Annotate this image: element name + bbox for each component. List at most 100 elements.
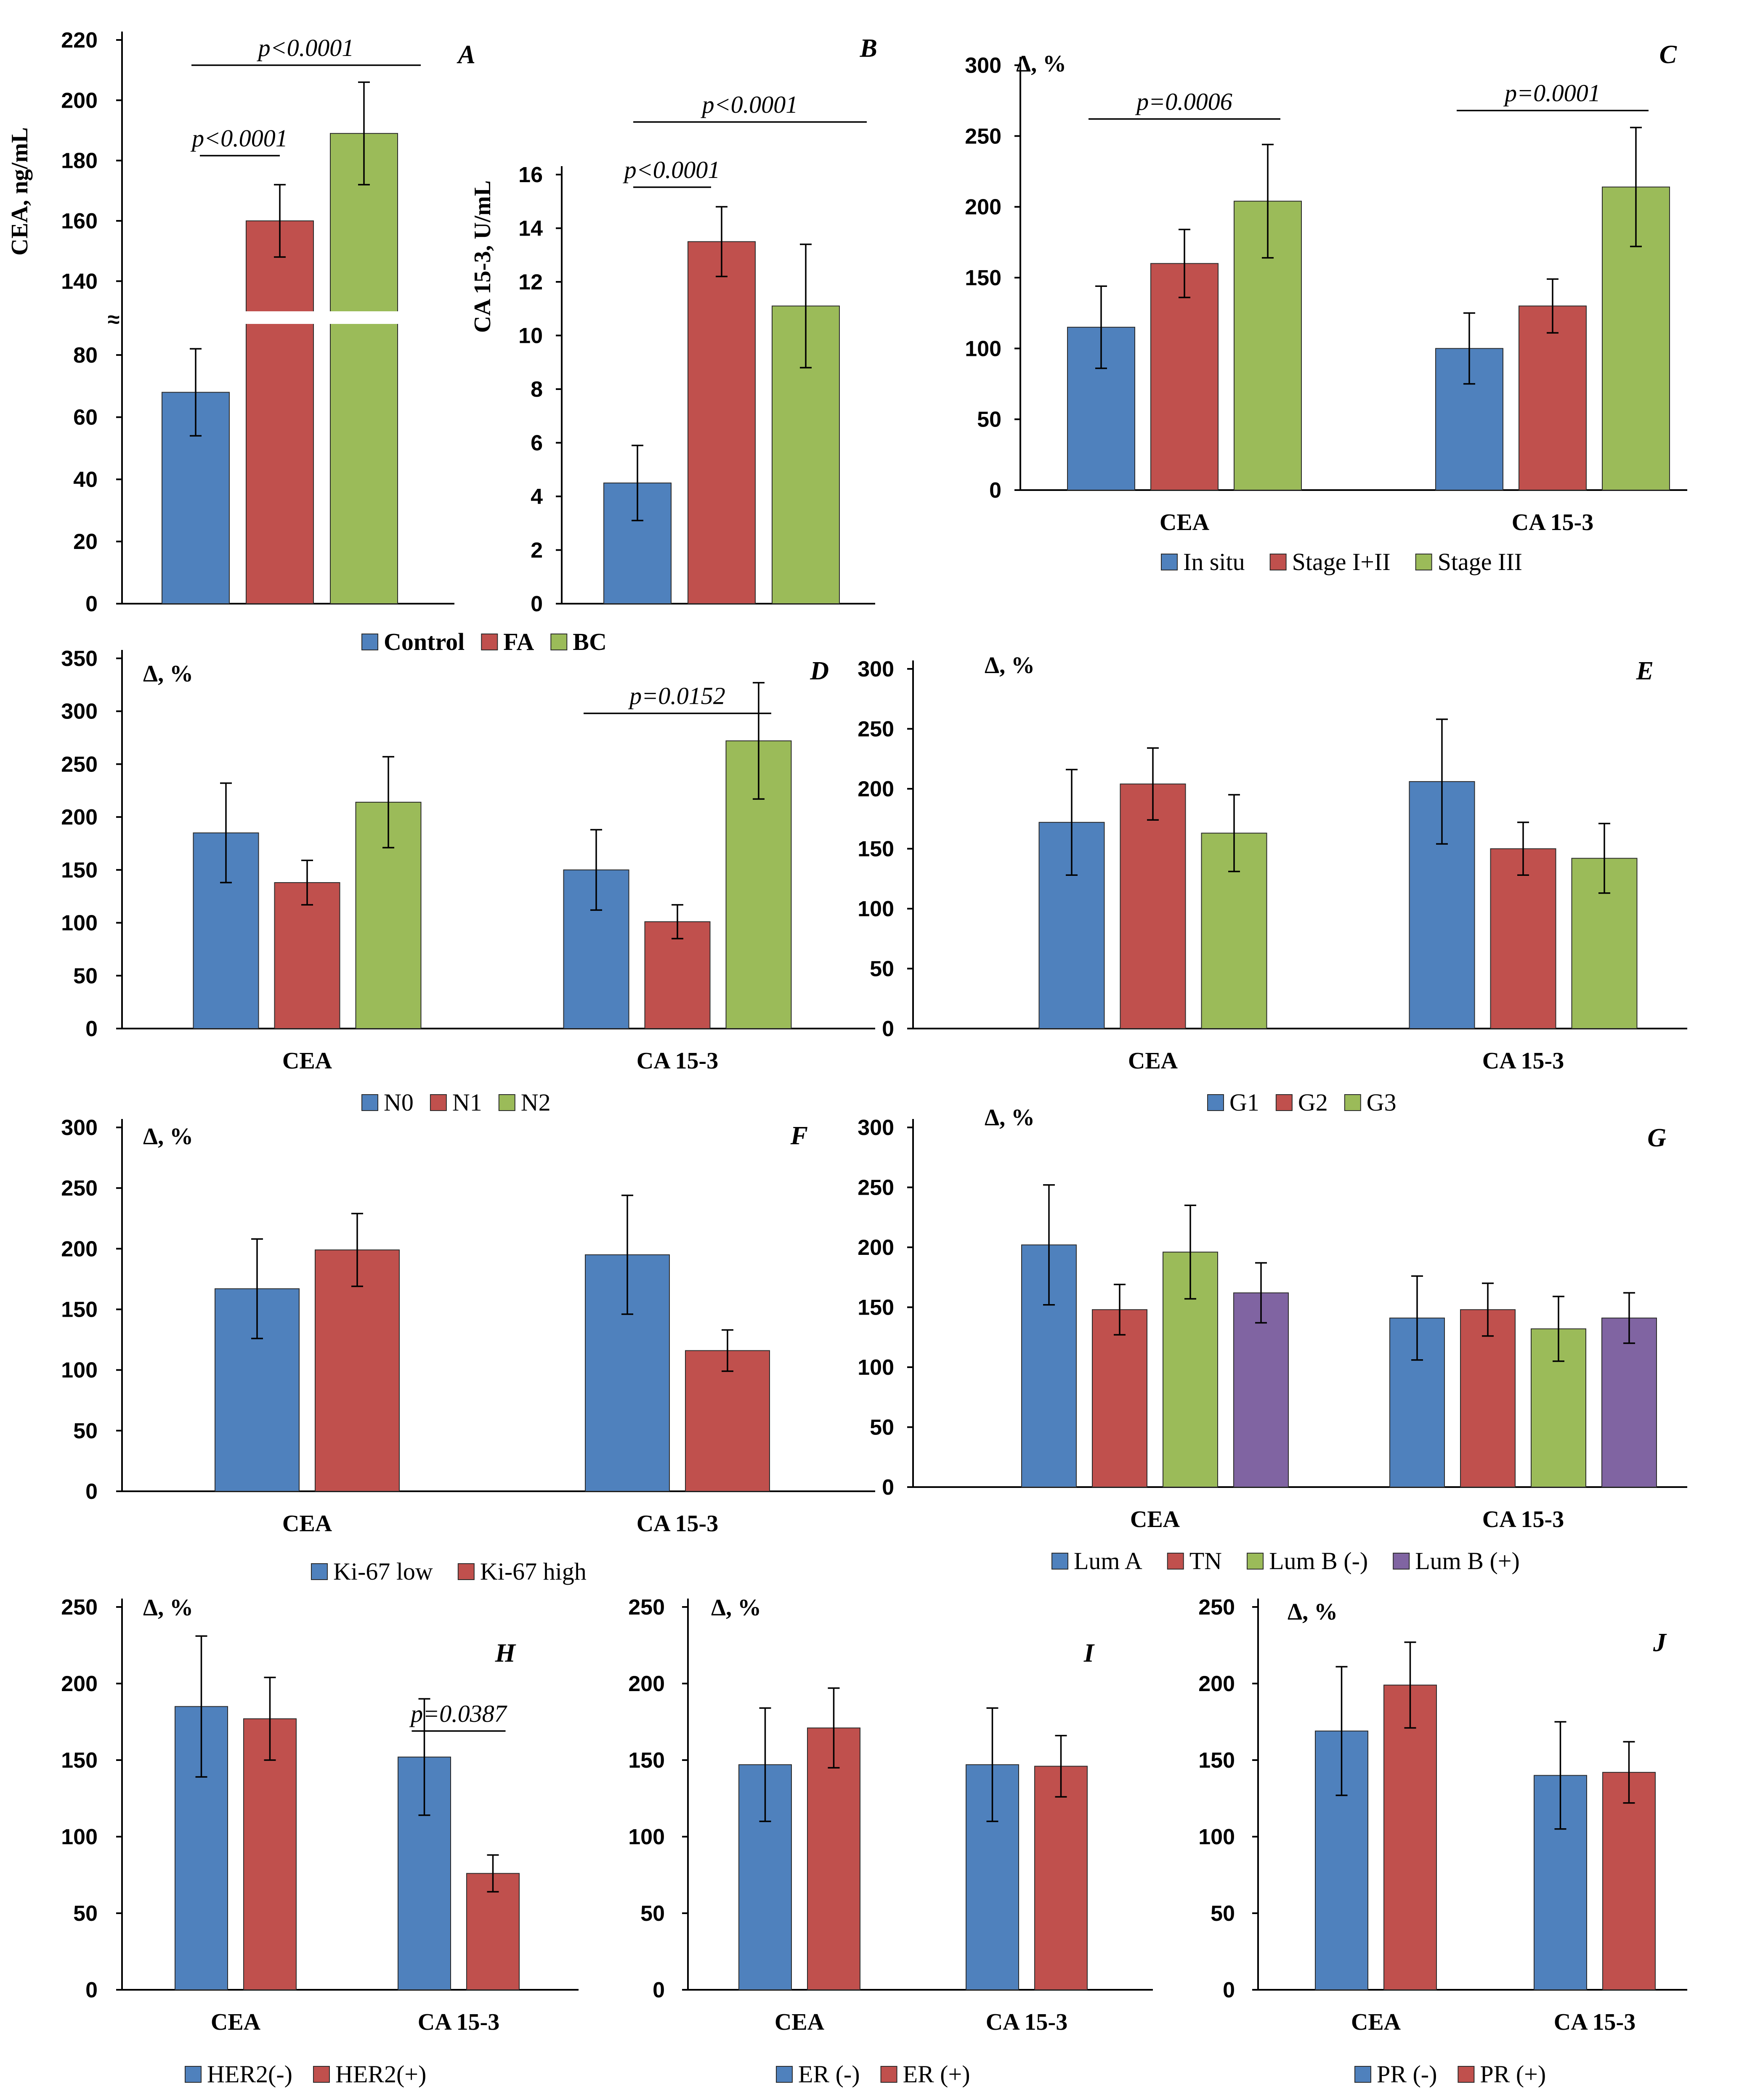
- bar-b-fa-0: [688, 241, 756, 604]
- y-tick-label: 150: [61, 1748, 98, 1773]
- legend-label-stage-iii: Stage III: [1438, 548, 1522, 575]
- panel-e: 0 50 100 150 200 250 300 Δ, % E CEA CA 15-3: [858, 652, 1687, 1074]
- panel-label: A: [457, 40, 475, 69]
- category-label: CA 15-3: [637, 1048, 718, 1074]
- legend-j: PR (-) PR (+): [1354, 2060, 1546, 2088]
- panel-label: D: [810, 657, 829, 685]
- legend-label-lum-b-: Lum B (+): [1415, 1547, 1520, 1575]
- y-tick-label: 200: [858, 777, 894, 801]
- y-tick-label: 50: [73, 1901, 98, 1926]
- legend-swatch-n0: [361, 1094, 378, 1111]
- legend-swatch-stage-i-ii: [1269, 554, 1287, 570]
- legend-label-fa: FA: [503, 628, 534, 655]
- legend-e: G1 G2 G3: [1207, 1089, 1397, 1116]
- y-tick-label: 50: [640, 1901, 665, 1926]
- bar-e-g2-1: [1490, 848, 1556, 1029]
- y-axis-label: Δ, %: [985, 1105, 1035, 1131]
- y-axis-label: Δ, %: [143, 1124, 193, 1150]
- legend-b: Control FA BC: [361, 628, 607, 655]
- y-tick-label: 180: [61, 149, 98, 173]
- legend-c: In situ Stage I+II Stage III: [1161, 548, 1522, 575]
- legend-swatch-lum-a: [1051, 1553, 1068, 1570]
- y-tick-label: 100: [858, 897, 894, 921]
- y-tick-label: 100: [61, 1358, 98, 1383]
- category-label: CEA: [1351, 2009, 1401, 2035]
- bar-j-pr--0: [1383, 1684, 1437, 1990]
- y-tick-label: 250: [858, 717, 894, 742]
- axis-break-gap: [125, 311, 441, 324]
- p-value-label: p<0.0001: [623, 156, 720, 183]
- legend-swatch-er-: [880, 2066, 897, 2083]
- panel-label: F: [790, 1122, 808, 1150]
- legend-swatch-ki-67-low: [311, 1563, 328, 1580]
- legend-label-er-: ER (-): [798, 2060, 860, 2088]
- y-tick-label: 0: [85, 592, 98, 616]
- panel-f: 0 50 100 150 200 250 300 Δ, % F CEA CA 15-3: [61, 1116, 875, 1537]
- y-tick-label: 100: [858, 1355, 894, 1380]
- panel-d: 0 50 100 150 200 250 300 350 Δ, % D CEA CA 15-3 p=0.…: [61, 647, 875, 1074]
- y-tick-label: 80: [73, 343, 98, 368]
- y-tick-label: 60: [73, 406, 98, 430]
- panel-h: 0 50 100 150 200 250 Δ, % H CEA CA 15-3 p=0.0387: [61, 1595, 579, 2035]
- category-label: CEA: [775, 2009, 825, 2035]
- legend-swatch-pr-: [1354, 2066, 1371, 2083]
- legend-label-her2-: HER2(-): [207, 2060, 292, 2088]
- y-tick-label: 250: [965, 124, 1001, 148]
- p-value-label: p=0.0152: [628, 682, 725, 710]
- y-tick-label: 8: [531, 377, 543, 402]
- y-tick-label: 300: [61, 700, 98, 724]
- bar-a-fa-0: [246, 220, 314, 604]
- y-tick-label: 14: [518, 217, 543, 241]
- y-tick-label: 0: [882, 1017, 894, 1041]
- legend-label-pr-: PR (+): [1480, 2060, 1546, 2088]
- category-label: CA 15-3: [418, 2009, 499, 2035]
- y-tick-label: 4: [531, 485, 543, 509]
- panel-label: J: [1653, 1628, 1667, 1657]
- y-tick-label: 350: [61, 647, 98, 671]
- y-tick-label: 150: [628, 1748, 665, 1773]
- y-tick-label: 250: [61, 1176, 98, 1201]
- legend-swatch-tn: [1167, 1553, 1184, 1570]
- legend-label-lum-b-: Lum B (-): [1269, 1547, 1368, 1575]
- legend-label-n2: N2: [521, 1089, 551, 1116]
- y-tick-label: 50: [870, 1416, 894, 1440]
- p-value-label: p<0.0001: [257, 34, 354, 61]
- panel-label: I: [1083, 1639, 1095, 1668]
- y-tick-label: 100: [1198, 1825, 1235, 1849]
- panel-label: C: [1659, 40, 1677, 69]
- legend-label-in-situ: In situ: [1183, 548, 1245, 575]
- y-tick-label: 150: [61, 1298, 98, 1322]
- p-value-label: p=0.0001: [1503, 80, 1601, 107]
- legend-label-g3: G3: [1367, 1089, 1397, 1116]
- legend-label-er-: ER (+): [903, 2060, 970, 2088]
- legend-f: Ki-67 low Ki-67 high: [311, 1558, 587, 1585]
- y-tick-label: 250: [628, 1595, 665, 1620]
- panel-g: 0 50 100 150 200 250 300 Δ, % G CEA CA 15-3: [858, 1105, 1687, 1533]
- y-tick-label: 250: [61, 1595, 98, 1620]
- category-label: CA 15-3: [986, 2009, 1067, 2035]
- y-tick-label: 100: [965, 337, 1001, 361]
- category-label: CA 15-3: [1512, 509, 1593, 536]
- y-tick-label: 0: [85, 1017, 98, 1041]
- y-tick-label: 300: [858, 657, 894, 681]
- legend-swatch-er-: [776, 2066, 793, 2083]
- bar-h-her2--0: [243, 1718, 297, 1990]
- category-label: CEA: [1128, 1048, 1178, 1074]
- legend-label-ki-67-low: Ki-67 low: [333, 1558, 433, 1585]
- y-tick-label: 200: [61, 1237, 98, 1261]
- legend-swatch-in-situ: [1161, 554, 1178, 570]
- y-axis-label: Δ, %: [711, 1595, 761, 1621]
- y-tick-label: 100: [61, 911, 98, 936]
- bar-e-g2-0: [1120, 783, 1186, 1029]
- y-tick-label: 300: [61, 1116, 98, 1140]
- y-tick-label: 0: [1223, 1978, 1235, 2002]
- y-tick-label: 200: [61, 1672, 98, 1696]
- bar-g-lum-b--1: [1601, 1318, 1657, 1488]
- y-tick-label: 100: [628, 1825, 665, 1849]
- y-axis-label: CEA, ng/mL: [7, 127, 33, 256]
- y-tick-label: 150: [965, 266, 1001, 290]
- legend-swatch-bc: [550, 634, 568, 650]
- panel-j: 0 50 100 150 200 250 Δ, % J CEA CA 15-3: [1198, 1595, 1687, 2035]
- y-tick-label: 250: [61, 752, 98, 777]
